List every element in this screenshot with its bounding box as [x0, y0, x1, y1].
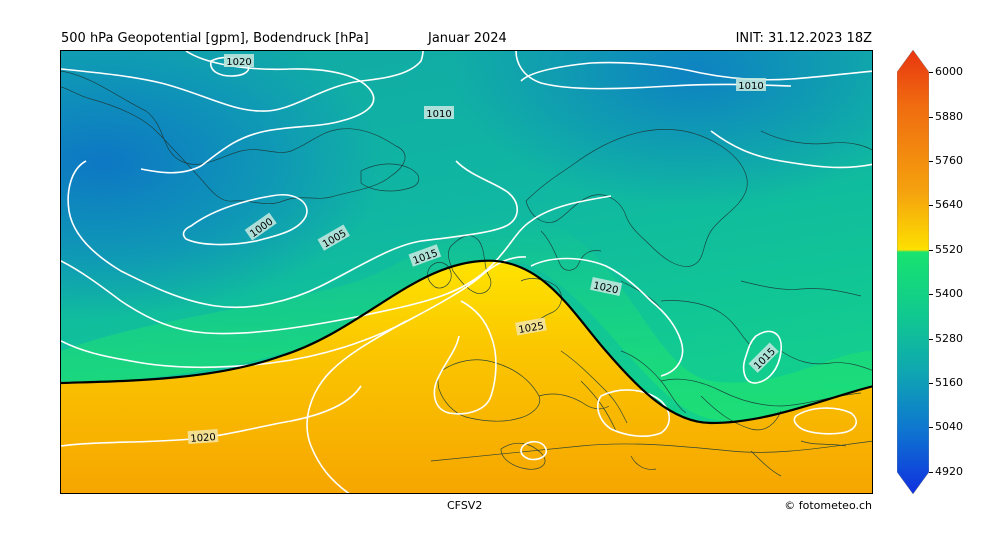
colorbar-tick-mark — [929, 161, 933, 162]
weather-map: 1020 1010 1010 1000 1005 1015 — [60, 50, 873, 494]
warm-air-field — [61, 260, 872, 493]
isobar-label-1020-europe: 1020 — [590, 277, 623, 296]
colorbar-tick-label: 6000 — [935, 65, 963, 79]
colorbar-tick-label: 5160 — [935, 376, 963, 389]
isobar-label-1010-west: 1010 — [424, 106, 454, 120]
init-time: INIT: 31.12.2023 18Z — [735, 31, 872, 46]
isobars — [61, 51, 872, 493]
map-title: 500 hPa Geopotential [gpm], Bodendruck [… — [61, 31, 369, 46]
svg-text:1020: 1020 — [226, 57, 251, 68]
colorbar-tick-label: 4920 — [935, 464, 963, 478]
isobar-label-1025: 1025 — [515, 317, 547, 336]
colorbar — [897, 50, 929, 494]
colorbar-tick-label: 5400 — [935, 287, 963, 301]
isobar-label-1010-east: 1010 — [736, 78, 766, 92]
svg-text:1025: 1025 — [518, 321, 545, 336]
colorbar-tick-label: 5640 — [935, 198, 963, 212]
copyright: © fotometeo.ch — [784, 499, 872, 512]
isobar-label-1020-north: 1020 — [224, 54, 254, 68]
svg-text:1010: 1010 — [426, 109, 451, 120]
colorbar-tick-label: 5040 — [935, 420, 963, 434]
isobar-label-1020-south: 1020 — [187, 428, 219, 445]
map-period: Januar 2024 — [428, 31, 507, 46]
colorbar-tick-mark — [929, 72, 933, 74]
colorbar-tick-mark — [929, 249, 933, 251]
colorbar-tick-label: 5280 — [935, 331, 963, 345]
colorbar-tick-mark — [929, 471, 933, 473]
green-transition-band — [61, 217, 872, 422]
colorbar-tick-mark — [929, 338, 933, 340]
colorbar-tick-label: 5760 — [935, 154, 963, 167]
colorbar-tick-label: 5880 — [935, 109, 963, 123]
model-name: CFSV2 — [447, 499, 483, 512]
colorbar-tick-mark — [929, 116, 933, 118]
colorbar-tick-mark — [929, 205, 933, 207]
contour-5520 — [61, 259, 872, 425]
svg-text:1020: 1020 — [592, 280, 619, 296]
colorbar-tick-mark — [929, 427, 933, 429]
colorbar-tick-label: 5520 — [935, 242, 963, 256]
svg-text:1010: 1010 — [738, 81, 763, 92]
svg-text:1020: 1020 — [190, 432, 216, 445]
colorbar-tick-mark — [929, 294, 933, 296]
colorbar-tick-mark — [929, 383, 933, 384]
